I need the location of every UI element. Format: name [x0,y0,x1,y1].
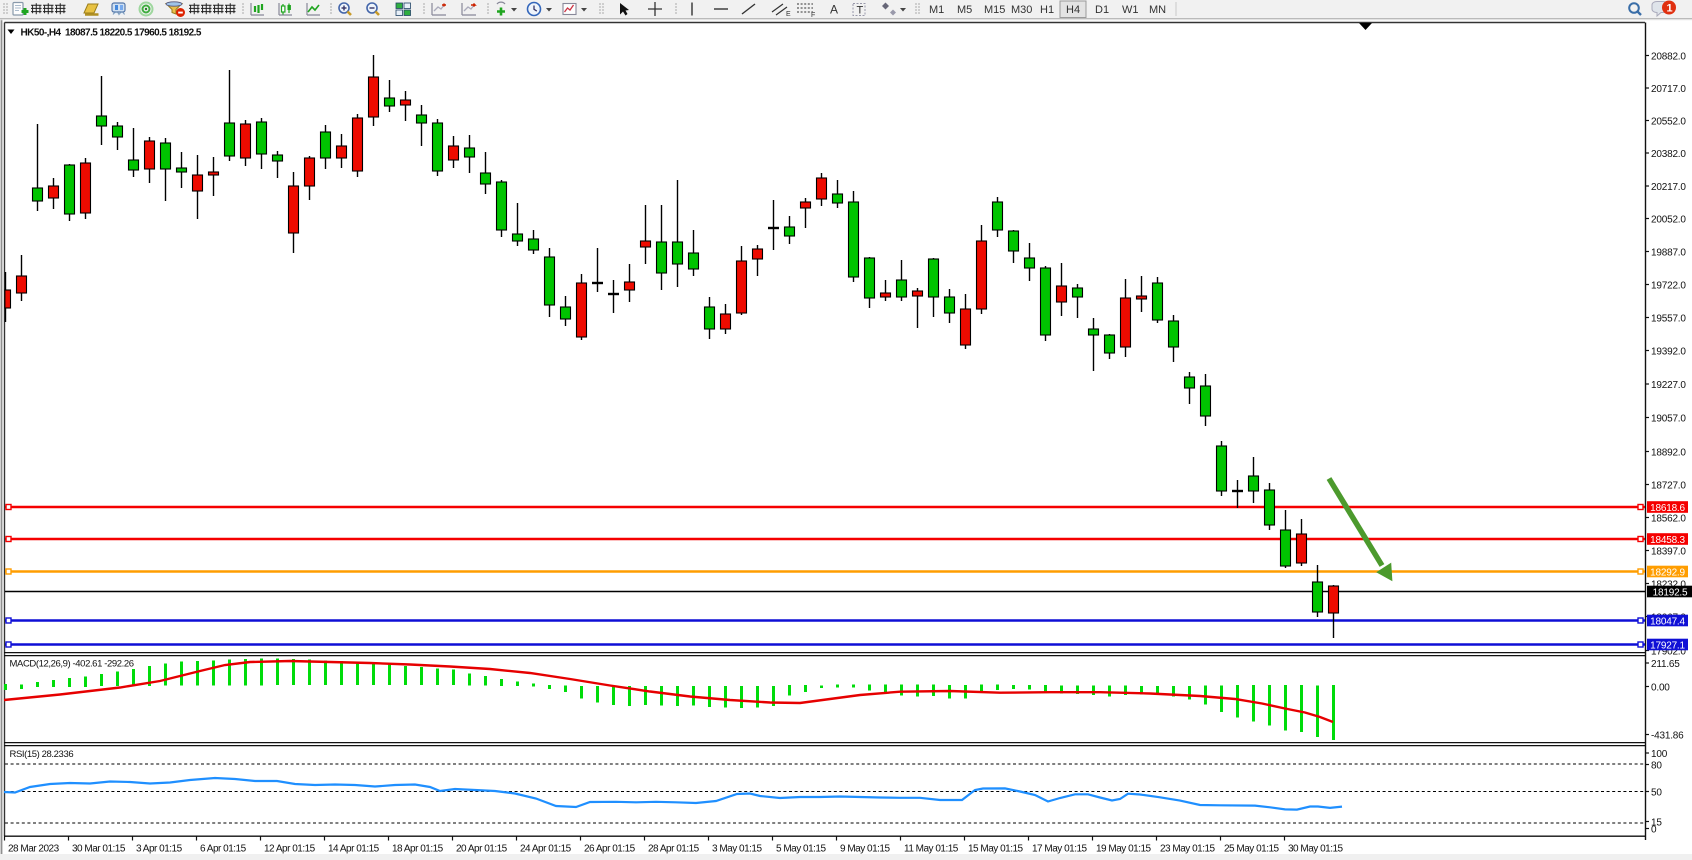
svg-text:MACD(12,26,9) -402.61 -292.26: MACD(12,26,9) -402.61 -292.26 [10,658,134,669]
svg-text:12 Apr 01:15: 12 Apr 01:15 [264,844,316,855]
svg-text:M15: M15 [984,4,1005,16]
svg-text:MN: MN [1149,4,1166,16]
svg-text:15: 15 [1651,818,1662,829]
svg-text:H1: H1 [1040,4,1054,16]
svg-text:0: 0 [1651,825,1657,836]
svg-text:18562.0: 18562.0 [1651,514,1686,525]
svg-text:30 May 01:15: 30 May 01:15 [1288,844,1344,855]
svg-text:211.65: 211.65 [1651,659,1680,670]
svg-text:3 Apr 01:15: 3 Apr 01:15 [136,844,183,855]
svg-text:3 May 01:15: 3 May 01:15 [712,844,762,855]
svg-text:25 May 01:15: 25 May 01:15 [1224,844,1280,855]
svg-text:HK50-,H4 18087.5 18220.5 1796: HK50-,H4 18087.5 18220.5 17960.5 18192.5 [21,27,202,38]
svg-text:17902.0: 17902.0 [1651,647,1686,658]
svg-text:20717.0: 20717.0 [1651,84,1686,95]
svg-text:17927.1: 17927.1 [1650,641,1685,652]
svg-text:6 Apr 01:15: 6 Apr 01:15 [200,844,247,855]
svg-text:M1: M1 [929,4,944,16]
svg-text:14 Apr 01:15: 14 Apr 01:15 [328,844,380,855]
svg-text:30 Mar 01:15: 30 Mar 01:15 [72,844,126,855]
svg-text:M30: M30 [1011,4,1032,16]
svg-text:20882.0: 20882.0 [1651,52,1686,63]
svg-text:17 May 01:15: 17 May 01:15 [1032,844,1088,855]
svg-text:18892.0: 18892.0 [1651,448,1686,459]
svg-text:100: 100 [1651,749,1668,760]
svg-text:15 May 01:15: 15 May 01:15 [968,844,1024,855]
svg-text:18292.9: 18292.9 [1650,568,1685,579]
svg-text:20052.0: 20052.0 [1651,215,1686,226]
svg-text:19557.0: 19557.0 [1651,314,1686,325]
svg-text:18192.5: 18192.5 [1653,588,1688,599]
svg-text:19887.0: 19887.0 [1651,248,1686,259]
svg-text:9 May 01:15: 9 May 01:15 [840,844,890,855]
svg-text:18 Apr 01:15: 18 Apr 01:15 [392,844,444,855]
svg-text:H4: H4 [1066,4,1080,16]
svg-text:18727.0: 18727.0 [1651,481,1686,492]
svg-text:D1: D1 [1095,4,1109,16]
svg-text:24 Apr 01:15: 24 Apr 01:15 [520,844,572,855]
svg-text:19057.0: 19057.0 [1651,414,1686,425]
svg-text:28 Mar 2023: 28 Mar 2023 [8,844,60,855]
svg-text:19227.0: 19227.0 [1651,380,1686,391]
svg-text:18458.3: 18458.3 [1650,535,1685,546]
svg-text:18397.0: 18397.0 [1651,547,1686,558]
svg-text:28 Apr 01:15: 28 Apr 01:15 [648,844,700,855]
svg-text:19 May 01:15: 19 May 01:15 [1096,844,1152,855]
svg-text:80: 80 [1651,761,1662,772]
svg-text:50: 50 [1651,788,1662,799]
svg-text:18618.6: 18618.6 [1650,503,1685,514]
svg-text:M5: M5 [957,4,972,16]
svg-text:11 May 01:15: 11 May 01:15 [904,844,959,855]
svg-text:W1: W1 [1122,4,1139,16]
svg-text:20382.0: 20382.0 [1651,149,1686,160]
svg-text:20217.0: 20217.0 [1651,182,1686,193]
svg-text:20 Apr 01:15: 20 Apr 01:15 [456,844,508,855]
svg-text:RSI(15) 28.2336: RSI(15) 28.2336 [10,749,74,760]
svg-text:1: 1 [1667,3,1673,15]
svg-text:19722.0: 19722.0 [1651,281,1686,292]
svg-text:E: E [786,11,791,18]
svg-text:18047.4: 18047.4 [1650,617,1685,628]
svg-text:18232.0: 18232.0 [1651,580,1686,591]
svg-text:T: T [857,5,864,17]
svg-text:20552.0: 20552.0 [1651,117,1686,128]
svg-text:23 May 01:15: 23 May 01:15 [1160,844,1216,855]
svg-text:26 Apr 01:15: 26 Apr 01:15 [584,844,636,855]
svg-text:0.00: 0.00 [1651,683,1670,694]
svg-text:A: A [830,3,838,17]
svg-text:-431.86: -431.86 [1651,731,1684,742]
svg-text:F: F [811,12,815,19]
svg-text:19392.0: 19392.0 [1651,347,1686,358]
svg-text:5 May 01:15: 5 May 01:15 [776,844,826,855]
